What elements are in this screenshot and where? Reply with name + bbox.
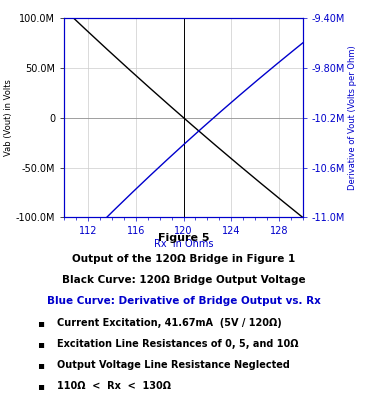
Y-axis label: Vab (Vout) in Volts: Vab (Vout) in Volts bbox=[4, 79, 13, 156]
Text: Figure 5: Figure 5 bbox=[158, 233, 209, 243]
Text: Current Excitation, 41.67mA  (5V / 120Ω): Current Excitation, 41.67mA (5V / 120Ω) bbox=[57, 318, 281, 328]
Text: Black Curve: 120Ω Bridge Output Voltage: Black Curve: 120Ω Bridge Output Voltage bbox=[62, 275, 305, 285]
Text: ▪: ▪ bbox=[37, 318, 44, 328]
Text: Output Voltage Line Resistance Neglected: Output Voltage Line Resistance Neglected bbox=[57, 360, 290, 370]
Text: ▪: ▪ bbox=[37, 360, 44, 370]
Text: Output of the 120Ω Bridge in Figure 1: Output of the 120Ω Bridge in Figure 1 bbox=[72, 254, 295, 264]
Text: Excitation Line Resistances of 0, 5, and 10Ω: Excitation Line Resistances of 0, 5, and… bbox=[57, 339, 298, 349]
Y-axis label: Derivative of Vout (Volts per Ohm): Derivative of Vout (Volts per Ohm) bbox=[348, 45, 357, 190]
Text: 110Ω  <  Rx  <  130Ω: 110Ω < Rx < 130Ω bbox=[57, 381, 171, 391]
Text: Blue Curve: Derivative of Bridge Output vs. Rx: Blue Curve: Derivative of Bridge Output … bbox=[47, 296, 320, 306]
Text: ▪: ▪ bbox=[37, 381, 44, 391]
Text: ▪: ▪ bbox=[37, 339, 44, 349]
X-axis label: Rx  in Ohms: Rx in Ohms bbox=[154, 239, 213, 249]
